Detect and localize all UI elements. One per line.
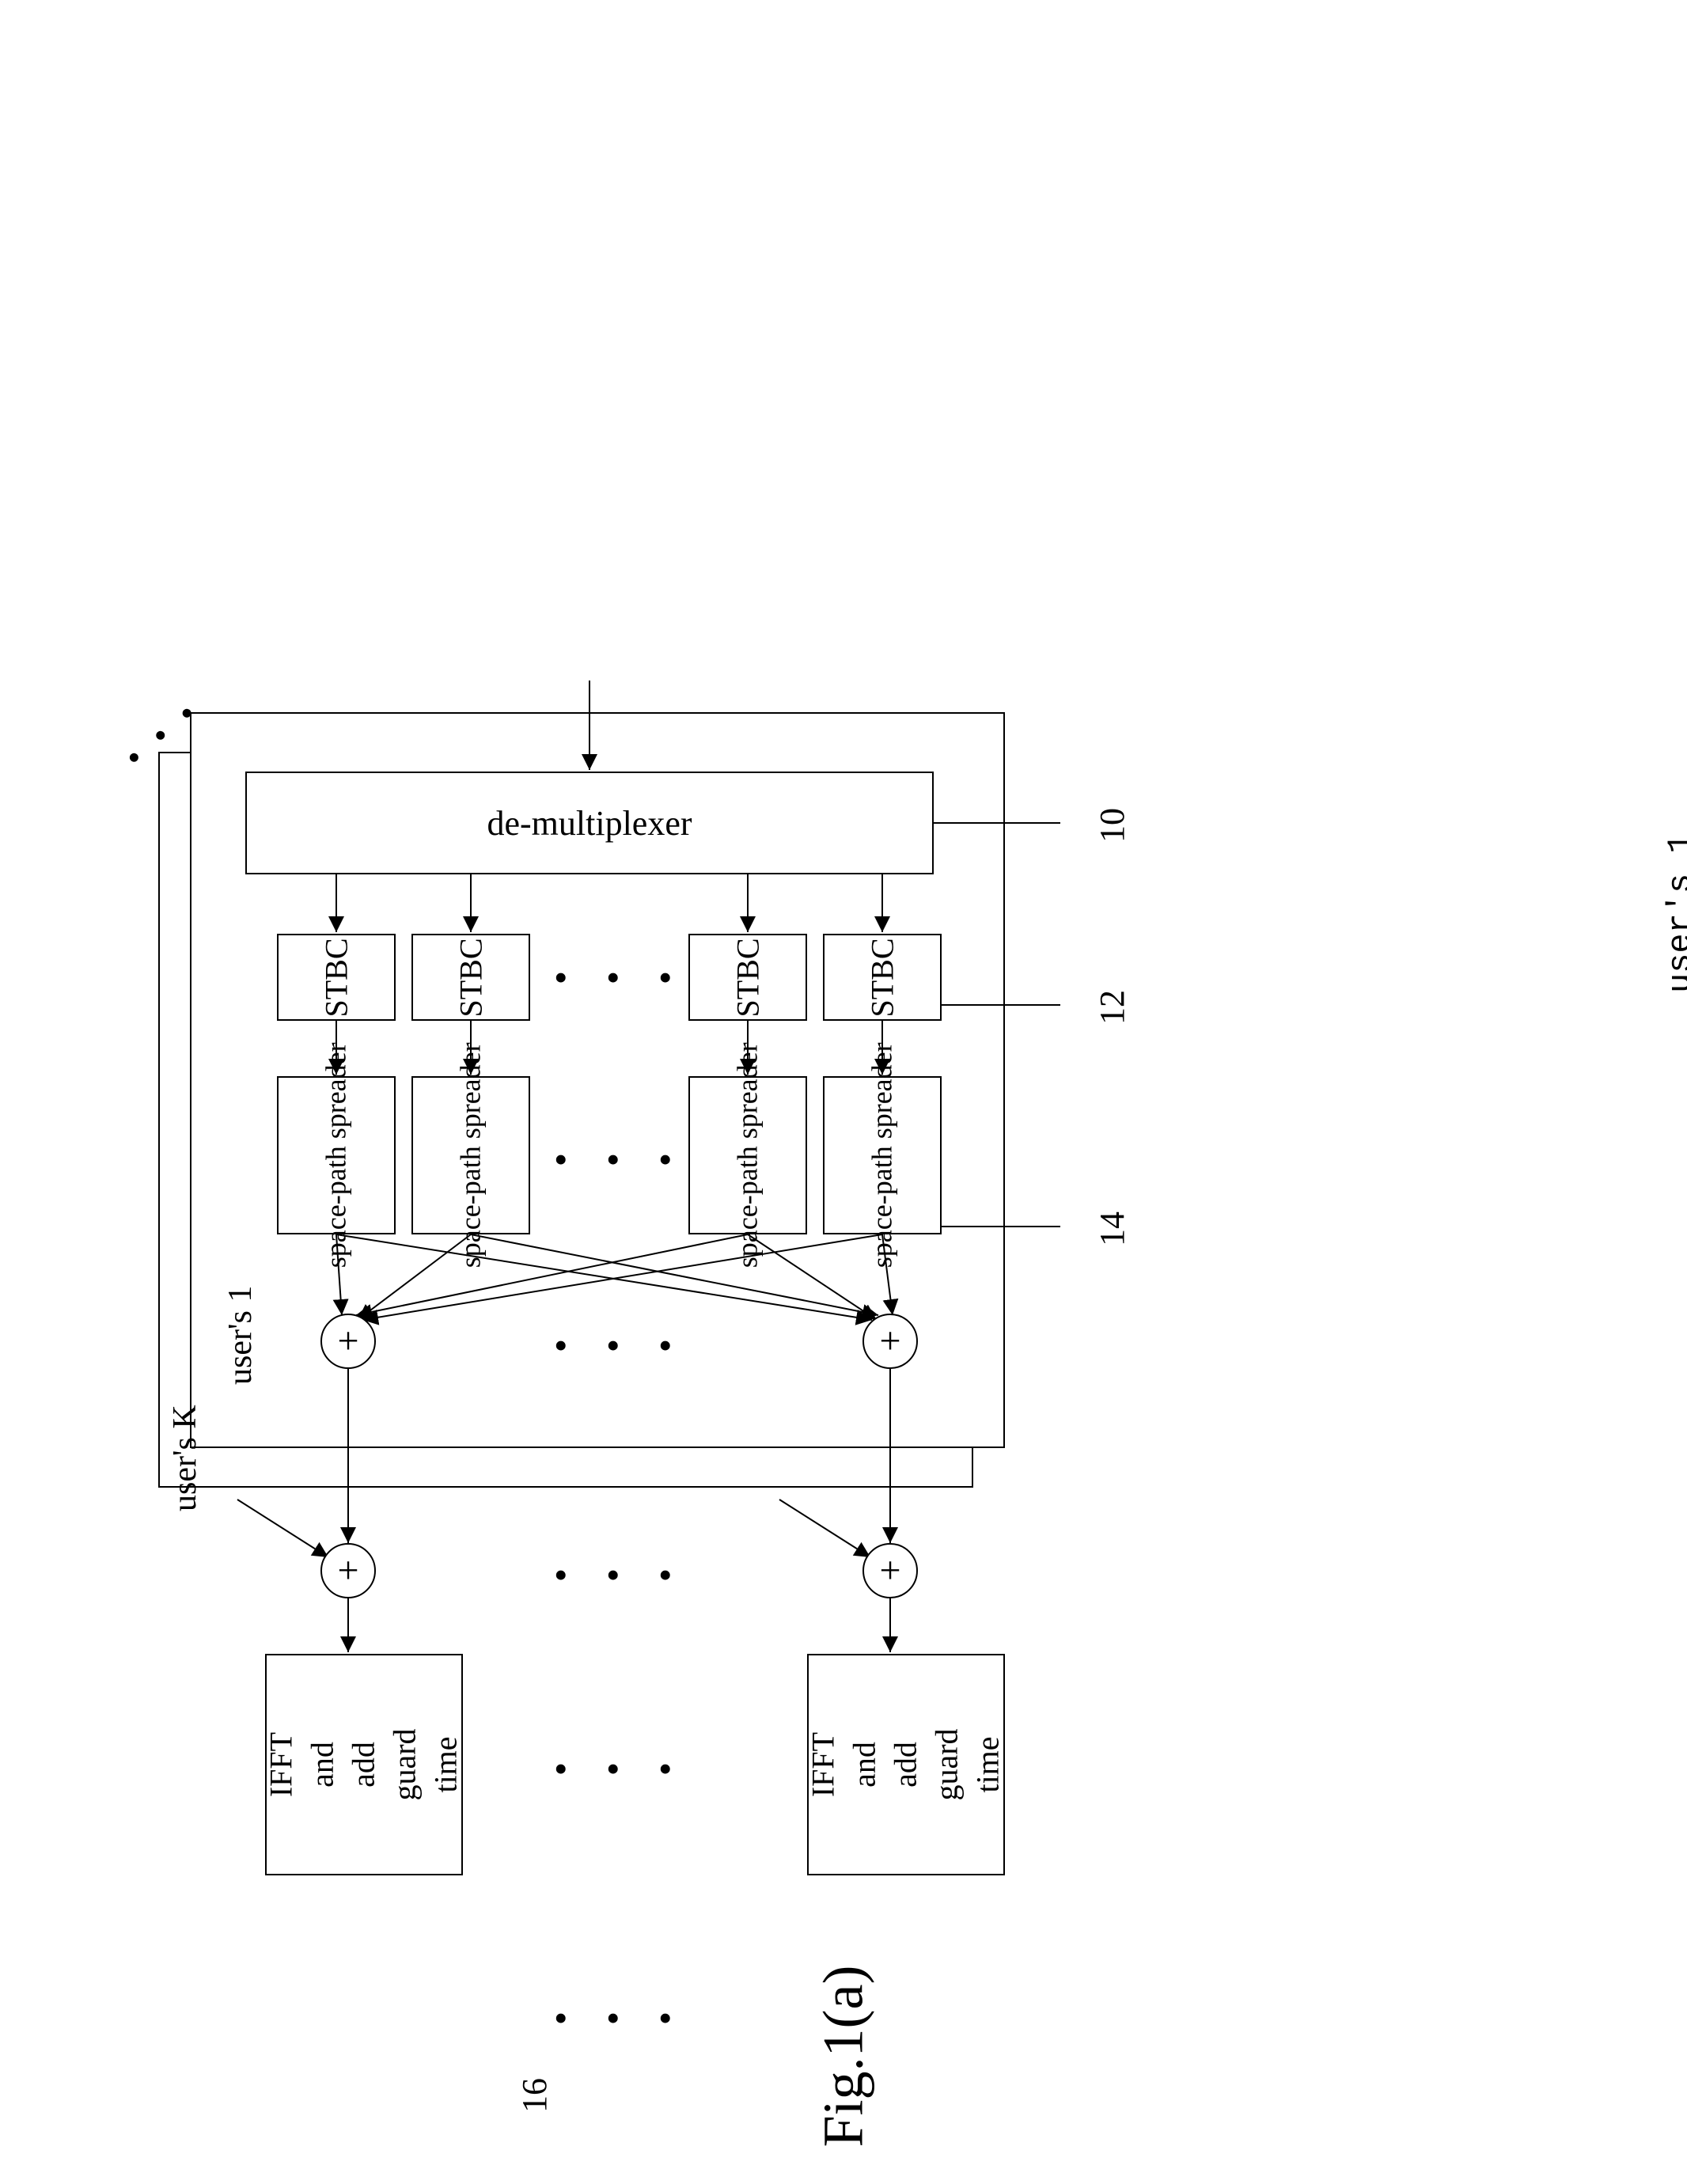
antenna-ellipsis: • • •	[554, 1998, 687, 2038]
demultiplexer-label: de-multiplexer	[487, 803, 692, 844]
ref-10: 10	[1092, 808, 1132, 843]
spreader-ellipsis: • • •	[554, 1139, 687, 1179]
summation-inner: +	[862, 1314, 918, 1369]
stbc-label: STBC	[317, 938, 354, 1017]
ifft-ellipsis: • • •	[554, 1749, 687, 1788]
stbc-label: STBC	[729, 938, 766, 1017]
user-k-label: user's K	[166, 1405, 204, 1511]
sum-inner-ellipsis: • • •	[554, 1325, 687, 1365]
summation-outer: +	[862, 1543, 918, 1598]
stbc-label: STBC	[452, 938, 489, 1017]
diagram-root: user's K user's 1 • • • de-multiplexer	[63, 63, 1614, 1867]
ref-14: 14	[1092, 1211, 1132, 1246]
demultiplexer-block: de-multiplexer	[245, 772, 934, 874]
ifft-block: IFFT and add guard time	[807, 1654, 1005, 1875]
spreader-block: space-path spreader	[277, 1076, 396, 1234]
stbc-ellipsis: • • •	[554, 957, 687, 997]
spreader-label: space-path spreader	[732, 1043, 764, 1268]
figure-caption: Fig.1(a)	[811, 1966, 877, 2148]
stbc-block: STBC	[688, 934, 807, 1021]
ref-12: 12	[1092, 990, 1132, 1025]
ifft-label: IFFT and add guard time	[261, 1728, 467, 1800]
stbc-label: STBC	[863, 938, 900, 1017]
stbc-block: STBC	[411, 934, 530, 1021]
ifft-label: IFFT and add guard time	[803, 1728, 1009, 1800]
spreader-label: space-path spreader	[866, 1043, 898, 1268]
spreader-block: space-path spreader	[688, 1076, 807, 1234]
sum-outer-ellipsis: • • •	[554, 1555, 687, 1594]
summation-inner: +	[320, 1314, 376, 1369]
stbc-block: STBC	[823, 934, 942, 1021]
user-1-label: user's 1	[222, 1286, 260, 1385]
user-1-data-label: user's 1 data	[1662, 833, 1687, 993]
ifft-block: IFFT and add guard time	[265, 1654, 463, 1875]
summation-outer: +	[320, 1543, 376, 1598]
spreader-block: space-path spreader	[823, 1076, 942, 1234]
spreader-label: space-path spreader	[455, 1043, 487, 1268]
ref-16: 16	[514, 2078, 555, 2113]
stbc-block: STBC	[277, 934, 396, 1021]
spreader-label: space-path spreader	[320, 1043, 352, 1268]
spreader-block: space-path spreader	[411, 1076, 530, 1234]
